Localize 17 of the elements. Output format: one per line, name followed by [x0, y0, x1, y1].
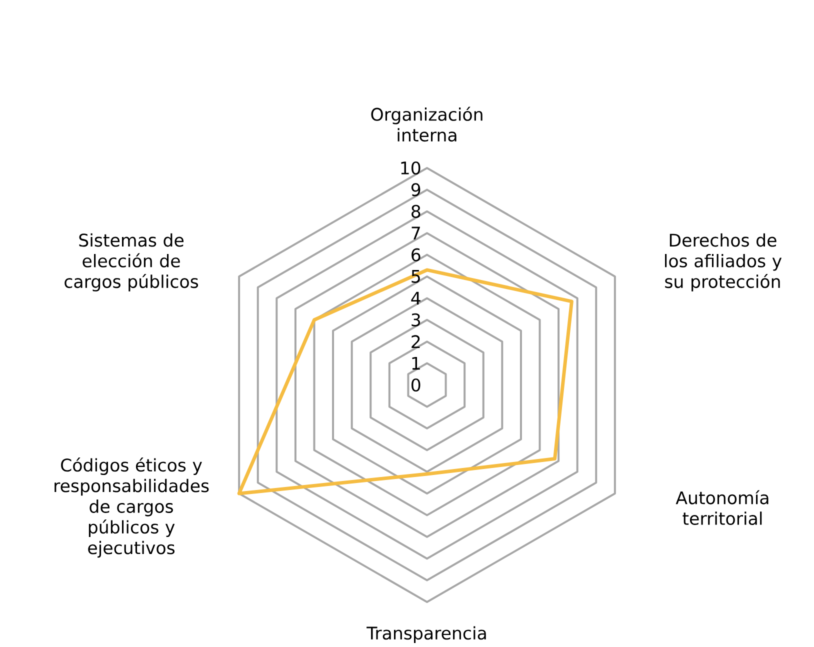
y-tick-label: 4 [411, 292, 420, 304]
y-tick-label: 3 [412, 313, 420, 326]
y-tick-label: 2 [412, 334, 420, 348]
y-tick-label: 0 [412, 378, 420, 392]
y-tick-label: 6 [412, 248, 420, 262]
spoke-label: Códigos éticos y responsabilidades de cargos públicos y ejecutivos [54, 457, 209, 558]
spoke-label: Derechos de los afiliados y su protección [665, 233, 782, 292]
spoke-label: Transparencia [366, 626, 486, 643]
y-tick-label: 7 [412, 226, 420, 240]
y-tick-label: 9 [411, 182, 420, 196]
spoke-label: Sistemas de elección de cargos públicos [64, 233, 198, 292]
y-tick-label: 5 [412, 270, 420, 283]
spoke-label: Organización interna [371, 106, 482, 142]
spoke-label: Autonomía territorial [676, 490, 768, 525]
y-tick-label: 1 [412, 356, 420, 370]
y-tick-label: 10 [401, 161, 420, 174]
y-tick-label: 8 [412, 204, 420, 218]
